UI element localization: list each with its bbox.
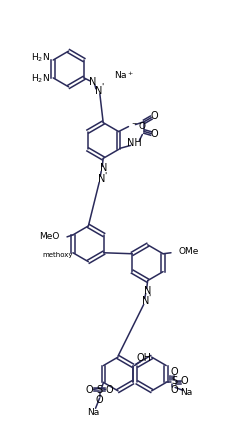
Text: NH: NH bbox=[127, 139, 142, 149]
Text: OH: OH bbox=[137, 353, 152, 362]
Text: methoxy: methoxy bbox=[42, 252, 72, 258]
Text: $^-$O: $^-$O bbox=[131, 120, 147, 131]
Text: Na: Na bbox=[180, 388, 192, 397]
Text: H$_2$N: H$_2$N bbox=[31, 73, 50, 85]
Text: O: O bbox=[96, 395, 103, 405]
Text: H$_2$N: H$_2$N bbox=[31, 52, 50, 64]
Text: OMe: OMe bbox=[179, 247, 199, 256]
Text: N: N bbox=[100, 163, 107, 173]
Text: N: N bbox=[144, 286, 151, 295]
Text: N: N bbox=[95, 86, 102, 96]
Text: O: O bbox=[170, 385, 178, 395]
Text: O: O bbox=[106, 385, 113, 395]
Text: S: S bbox=[171, 376, 177, 387]
Text: O: O bbox=[86, 385, 93, 395]
Text: O: O bbox=[150, 111, 158, 121]
Text: O: O bbox=[150, 129, 158, 139]
Text: N: N bbox=[142, 296, 149, 306]
Text: ': ' bbox=[102, 83, 104, 92]
Text: ': ' bbox=[104, 172, 106, 181]
Text: Na: Na bbox=[87, 408, 100, 417]
Text: S: S bbox=[96, 385, 102, 395]
Text: N: N bbox=[97, 174, 105, 184]
Text: N: N bbox=[89, 77, 96, 87]
Text: O: O bbox=[180, 376, 188, 387]
Text: Na$^+$: Na$^+$ bbox=[114, 69, 134, 81]
Text: MeO: MeO bbox=[39, 232, 59, 241]
Text: O: O bbox=[170, 368, 178, 378]
Text: ': ' bbox=[149, 294, 151, 303]
